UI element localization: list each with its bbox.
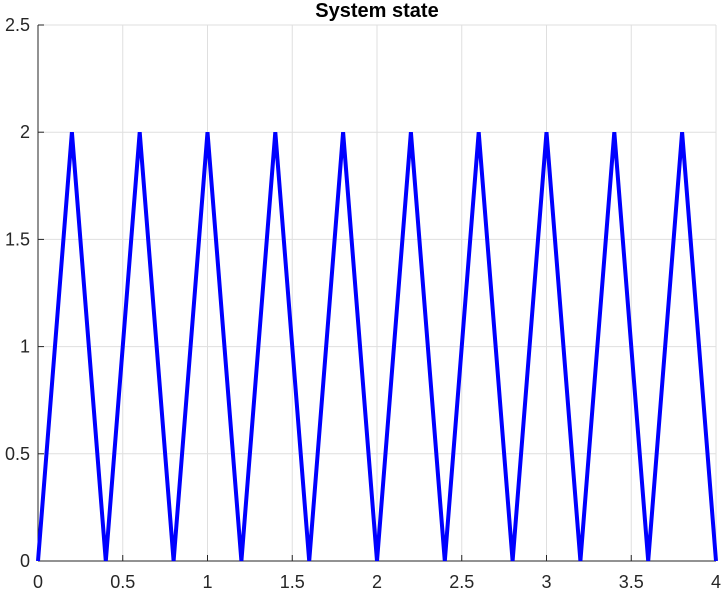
chart-title: System state	[315, 0, 438, 22]
x-tick-label: 1	[202, 572, 212, 590]
y-tick-label: 2	[20, 122, 30, 142]
tick-labels: 0 0.5 1 1.5 2 2.5 3 3.5 4 0 0.5 1 1.5 2 2.5	[5, 15, 721, 590]
x-tick-label: 3.5	[619, 572, 644, 590]
y-tick-label: 2.5	[5, 15, 30, 35]
series-line	[36, 132, 718, 562]
x-tick-label: 2	[372, 572, 382, 590]
x-tick-label: 4	[711, 572, 721, 590]
x-tick-label: 2.5	[449, 572, 474, 590]
y-tick-label: 0.5	[5, 444, 30, 464]
y-tick-label: 1	[20, 337, 30, 357]
x-tick-label: 0.5	[110, 572, 135, 590]
x-tick-label: 0	[33, 572, 43, 590]
y-tick-label: 0	[20, 551, 30, 571]
series-layer	[36, 132, 718, 562]
x-tick-label: 1.5	[280, 572, 305, 590]
y-tick-label: 1.5	[5, 229, 30, 249]
x-tick-label: 3	[541, 572, 551, 590]
